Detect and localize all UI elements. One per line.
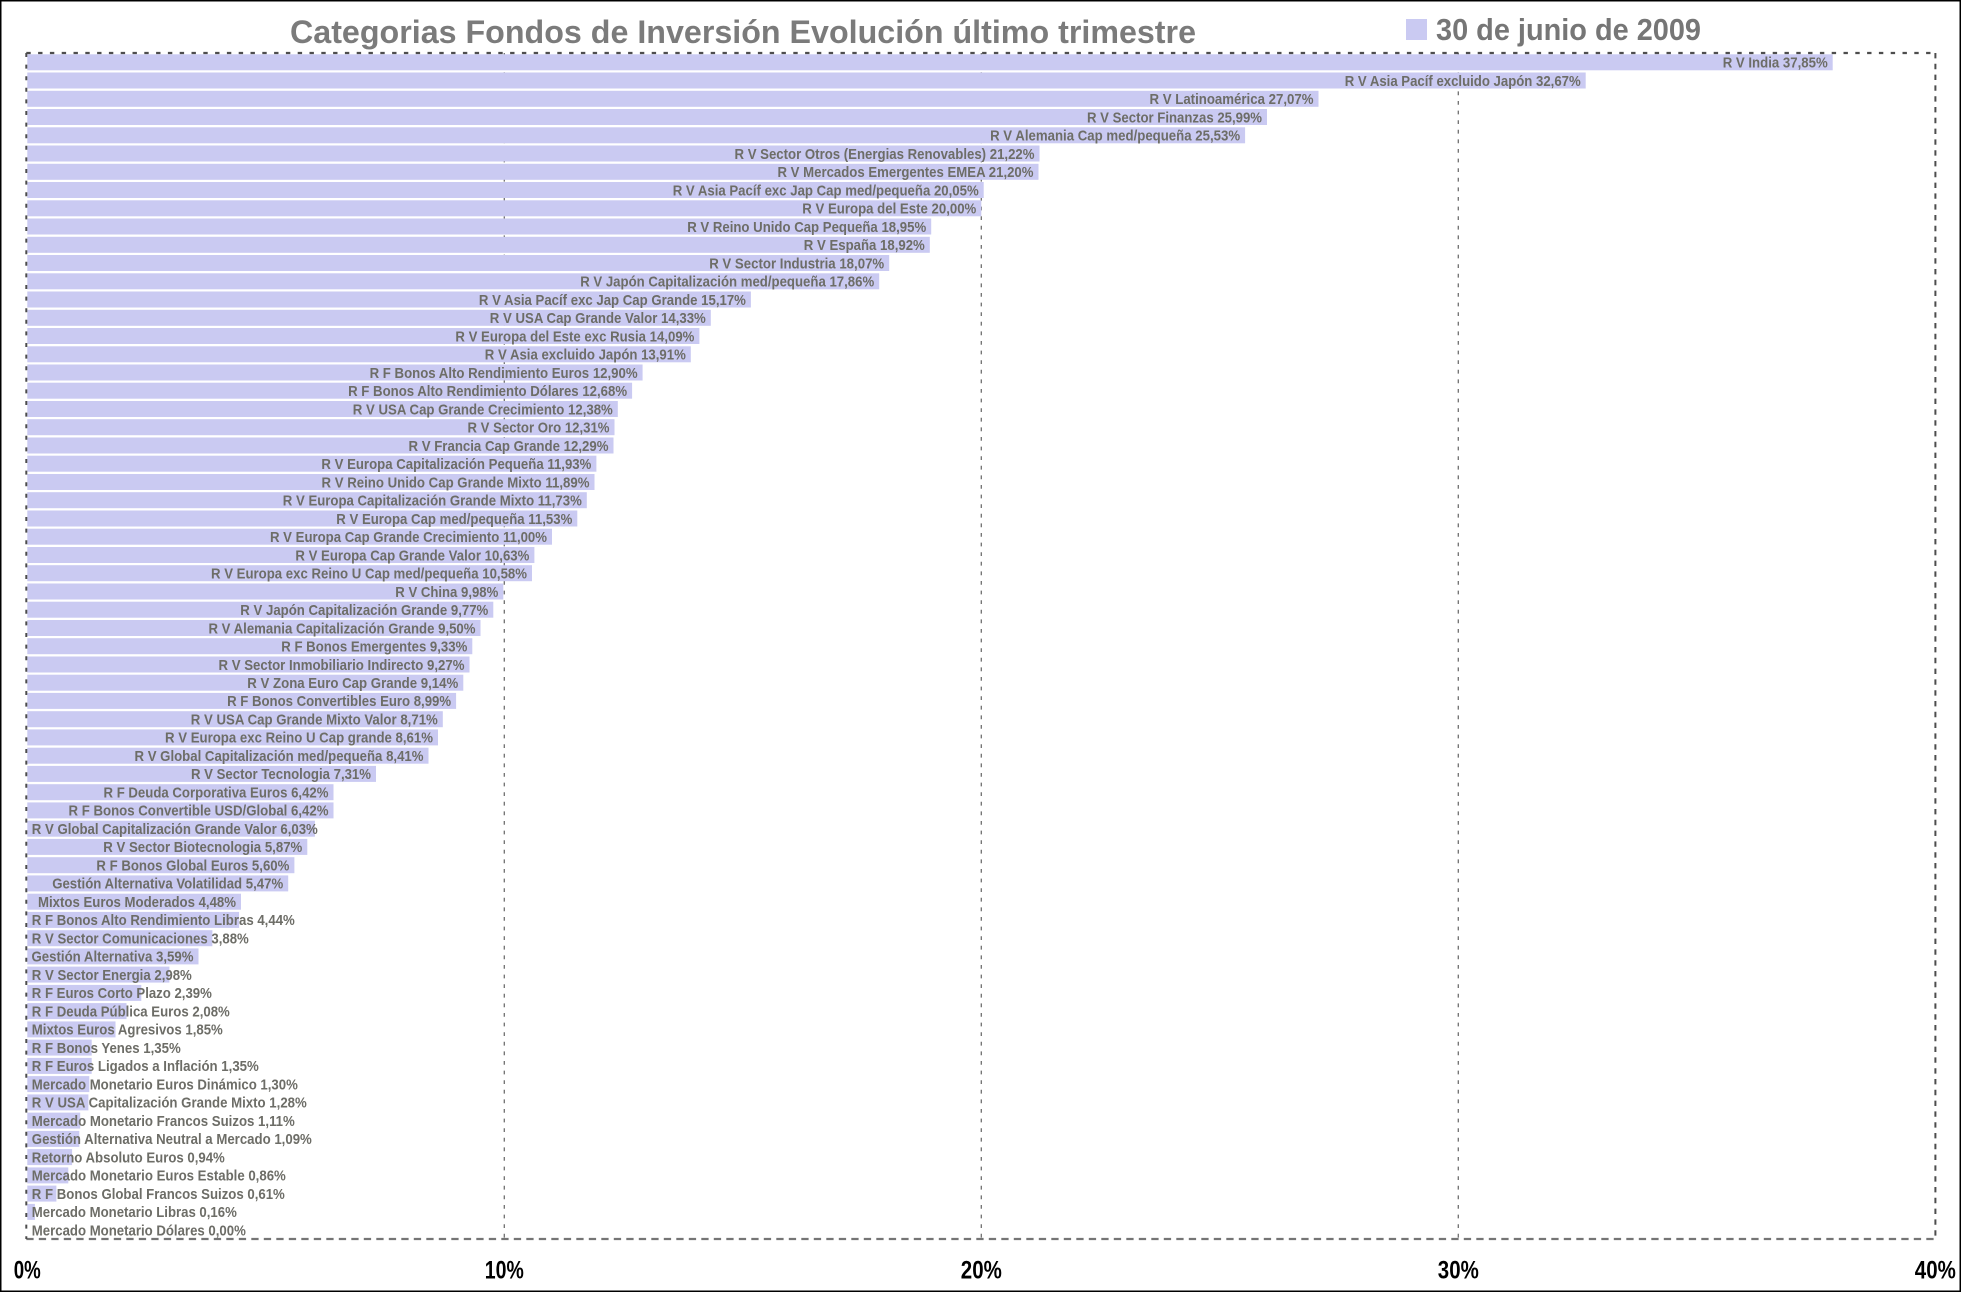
svg-text:Gestión Alternativa Volatilida: Gestión Alternativa Volatilidad 5,47% (52, 876, 283, 893)
svg-text:R F Deuda Pública Euros 2,08%: R F Deuda Pública Euros 2,08% (32, 1003, 230, 1020)
svg-text:R F Bonos Alto Rendimiento Dól: R F Bonos Alto Rendimiento Dólares 12,68… (348, 383, 627, 400)
svg-text:Retorno Absoluto Euros 0,94%: Retorno Absoluto Euros 0,94% (32, 1149, 225, 1166)
svg-text:Mercado Monetario Libras 0,16%: Mercado Monetario Libras 0,16% (32, 1204, 237, 1221)
svg-text:R V Europa Cap Grande Valor 10: R V Europa Cap Grande Valor 10,63% (295, 547, 529, 564)
svg-text:R V Reino Unido Cap Grande Mix: R V Reino Unido Cap Grande Mixto 11,89% (322, 474, 590, 491)
svg-text:R F Bonos Yenes 1,35%: R F Bonos Yenes 1,35% (32, 1040, 181, 1057)
svg-text:R V Zona Euro Cap Grande 9,14%: R V Zona Euro Cap Grande 9,14% (247, 675, 458, 692)
svg-text:R V Alemania Capitalización Gr: R V Alemania Capitalización Grande 9,50% (209, 620, 476, 637)
svg-text:R F Euros Ligados a Inflación: R F Euros Ligados a Inflación 1,35% (32, 1058, 259, 1075)
svg-text:R F Bonos Emergentes 9,33%: R F Bonos Emergentes 9,33% (281, 639, 467, 656)
svg-text:Mercado Monetario Euros Establ: Mercado Monetario Euros Estable 0,86% (32, 1168, 286, 1185)
svg-text:R V Japón Capitalización Grand: R V Japón Capitalización Grande 9,77% (240, 602, 488, 619)
svg-text:R F Bonos Convertible USD/Glob: R F Bonos Convertible USD/Global 6,42% (69, 803, 329, 820)
svg-text:Mixtos Euros Agresivos 1,85%: Mixtos Euros Agresivos 1,85% (32, 1022, 223, 1039)
svg-text:R V Sector Otros (Energias Ren: R V Sector Otros (Energias Renovables) 2… (735, 146, 1035, 163)
svg-text:R V Europa Cap Grande Crecimie: R V Europa Cap Grande Crecimiento 11,00% (270, 529, 547, 546)
svg-text:R F Euros Corto Plazo 2,39%: R F Euros Corto Plazo 2,39% (32, 985, 212, 1002)
svg-text:30%: 30% (1438, 1256, 1479, 1284)
svg-text:Mercado Monetario Dólares 0,00: Mercado Monetario Dólares 0,00% (32, 1222, 246, 1239)
svg-text:R F Bonos Alto Rendimiento Eur: R F Bonos Alto Rendimiento Euros 12,90% (370, 365, 638, 382)
svg-text:R V Global Capitalización Gran: R V Global Capitalización Grande Valor 6… (32, 821, 318, 838)
svg-text:Mercado Monetario Francos Suiz: Mercado Monetario Francos Suizos 1,11% (32, 1113, 295, 1130)
svg-text:R F Bonos Global Francos Suizo: R F Bonos Global Francos Suizos 0,61% (32, 1186, 285, 1203)
svg-text:R V España 18,92%: R V España 18,92% (804, 237, 925, 254)
svg-text:R V Europa del Este 20,00%: R V Europa del Este 20,00% (802, 201, 976, 218)
svg-text:R V Sector Biotecnologia 5,87%: R V Sector Biotecnologia 5,87% (103, 839, 302, 856)
svg-text:Gestión Alternativa Neutral a: Gestión Alternativa Neutral a Mercado 1,… (32, 1131, 312, 1148)
svg-text:R V Sector Energia 2,98%: R V Sector Energia 2,98% (32, 967, 192, 984)
svg-text:R V Sector Finanzas 25,99%: R V Sector Finanzas 25,99% (1087, 109, 1262, 126)
svg-text:30 de junio de 2009: 30 de junio de 2009 (1436, 12, 1701, 47)
svg-text:R V China 9,98%: R V China 9,98% (395, 584, 498, 601)
svg-text:R V Global Capitalización med/: R V Global Capitalización med/pequeña 8,… (135, 748, 424, 765)
svg-text:R F Bonos Convertibles Euro 8,: R F Bonos Convertibles Euro 8,99% (227, 693, 451, 710)
svg-text:R V Mercados Emergentes EMEA 2: R V Mercados Emergentes EMEA 21,20% (778, 164, 1034, 181)
svg-text:R V Asia Pacíf exc Jap Cap med: R V Asia Pacíf exc Jap Cap med/pequeña 2… (673, 182, 979, 199)
svg-text:R V Asia excluido Japón 13,91%: R V Asia excluido Japón 13,91% (485, 347, 686, 364)
svg-text:R V Sector Oro 12,31%: R V Sector Oro 12,31% (468, 420, 610, 437)
svg-text:R V Sector Industria 18,07%: R V Sector Industria 18,07% (709, 255, 884, 272)
svg-text:Categorias Fondos de Inversión: Categorias Fondos de Inversión Evolución… (290, 14, 1196, 50)
svg-text:R F Bonos Global Euros 5,60%: R F Bonos Global Euros 5,60% (96, 858, 289, 875)
svg-text:R V USA Cap Grande Mixto Valor: R V USA Cap Grande Mixto Valor 8,71% (191, 712, 438, 729)
svg-text:R V USA Capitalización Grande: R V USA Capitalización Grande Mixto 1,28… (32, 1095, 307, 1112)
svg-text:R V Europa Capitalización Gran: R V Europa Capitalización Grande Mixto 1… (283, 493, 582, 510)
svg-text:R V Reino Unido Cap Pequeña 18: R V Reino Unido Cap Pequeña 18,95% (687, 219, 926, 236)
svg-text:20%: 20% (961, 1256, 1002, 1284)
svg-text:R V Sector Inmobiliario Indire: R V Sector Inmobiliario Indirecto 9,27% (219, 657, 465, 674)
svg-text:R V Europa exc Reino U Cap gra: R V Europa exc Reino U Cap grande 8,61% (165, 730, 433, 747)
svg-text:Mercado Monetario Euros Dinámi: Mercado Monetario Euros Dinámico 1,30% (32, 1076, 298, 1093)
svg-text:R V Japón Capitalización med/p: R V Japón Capitalización med/pequeña 17,… (580, 274, 874, 291)
svg-text:Mixtos Euros Moderados 4,48%: Mixtos Euros Moderados 4,48% (38, 894, 236, 911)
svg-text:R V Europa Capitalización Pequ: R V Europa Capitalización Pequeña 11,93% (321, 456, 591, 473)
svg-text:R V Asia Pacíf excluido Japón: R V Asia Pacíf excluido Japón 32,67% (1345, 73, 1581, 90)
svg-text:R F Bonos Alto Rendimiento Lib: R F Bonos Alto Rendimiento Libras 4,44% (32, 912, 295, 929)
svg-text:0%: 0% (14, 1256, 41, 1284)
svg-text:R V Europa Cap med/pequeña 11,: R V Europa Cap med/pequeña 11,53% (336, 511, 572, 528)
svg-text:10%: 10% (485, 1256, 524, 1284)
svg-text:R V Sector Comunicaciones 3,88: R V Sector Comunicaciones 3,88% (32, 931, 249, 948)
svg-text:R V Asia Pacíf exc Jap Cap Gra: R V Asia Pacíf exc Jap Cap Grande 15,17% (479, 292, 746, 309)
svg-text:R V Alemania Cap med/pequeña 2: R V Alemania Cap med/pequeña 25,53% (990, 128, 1240, 145)
svg-text:R V Europa exc Reino U Cap med: R V Europa exc Reino U Cap med/pequeña 1… (211, 566, 527, 583)
svg-text:Gestión Alternativa 3,59%: Gestión Alternativa 3,59% (32, 949, 194, 966)
svg-text:R V USA Cap Grande Crecimiento: R V USA Cap Grande Crecimiento 12,38% (353, 401, 613, 418)
svg-text:R V Latinoamérica 27,07%: R V Latinoamérica 27,07% (1150, 91, 1314, 108)
svg-text:R F Deuda Corporativa Euros 6,: R F Deuda Corporativa Euros 6,42% (104, 785, 329, 802)
svg-text:40%: 40% (1915, 1256, 1956, 1284)
svg-text:R V Europa del Este exc Rusia: R V Europa del Este exc Rusia 14,09% (455, 328, 694, 345)
svg-text:R V Sector Tecnologia 7,31%: R V Sector Tecnologia 7,31% (191, 766, 371, 783)
svg-text:R V India 37,85%: R V India 37,85% (1723, 55, 1828, 72)
svg-text:R V Francia Cap Grande 12,29%: R V Francia Cap Grande 12,29% (409, 438, 609, 455)
svg-text:R V USA Cap Grande Valor 14,33: R V USA Cap Grande Valor 14,33% (490, 310, 706, 327)
